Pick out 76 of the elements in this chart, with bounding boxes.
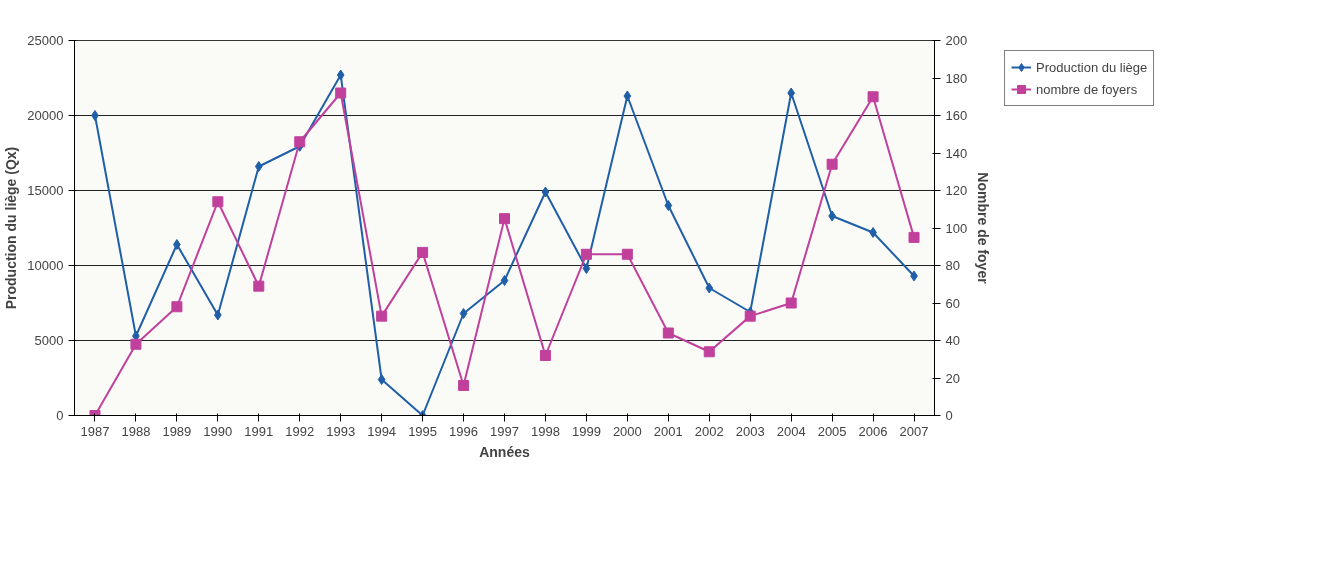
point xyxy=(254,161,263,172)
y2-axis-title: Nombre de foyer xyxy=(975,172,992,285)
point xyxy=(664,200,673,211)
y2-tick-label: 200 xyxy=(945,33,968,48)
point xyxy=(91,110,99,121)
point xyxy=(582,263,591,274)
x-tick-label: 1993 xyxy=(326,423,356,439)
point xyxy=(130,338,142,350)
y-tick-label: 20000 xyxy=(27,108,64,123)
y2-tick-label: 180 xyxy=(945,70,968,86)
x-tick-label: 1991 xyxy=(244,423,274,439)
y-tick-label: 25000 xyxy=(27,33,64,48)
y2-tick-label: 0 xyxy=(945,408,953,423)
y2-tick-label: 120 xyxy=(945,183,968,198)
point xyxy=(541,186,550,198)
point xyxy=(867,91,879,103)
point xyxy=(539,350,551,361)
point xyxy=(294,136,306,148)
y2-tick-label: 140 xyxy=(945,145,968,161)
x-tick-label: 1995 xyxy=(408,423,438,439)
y2-tick-label: 80 xyxy=(945,258,960,273)
x-tick-label: 1999 xyxy=(571,423,601,439)
point xyxy=(458,380,470,391)
point xyxy=(499,213,510,225)
x-tick-label: 2002 xyxy=(694,423,724,439)
x-tick-label: 2005 xyxy=(817,423,847,439)
point xyxy=(908,231,920,243)
x-tick-label: 1987 xyxy=(80,423,110,439)
x-tick-label: 2006 xyxy=(858,423,888,439)
point xyxy=(703,346,715,358)
point xyxy=(500,275,509,286)
point xyxy=(662,327,674,339)
x-tick-label: 1994 xyxy=(367,423,397,439)
y2-tick-label: 100 xyxy=(945,220,968,236)
y2-tick-label: 20 xyxy=(945,370,960,386)
y2-tick-label: 40 xyxy=(945,333,960,348)
x-tick-label: 1989 xyxy=(162,423,192,439)
point xyxy=(376,310,388,322)
point xyxy=(253,280,265,292)
y-axis-title: Production du liège (Qx) xyxy=(3,146,20,310)
x-tick-label: 1996 xyxy=(449,423,479,439)
y2-tick-label: 60 xyxy=(945,295,960,311)
point xyxy=(171,301,183,313)
point xyxy=(580,248,592,260)
x-tick-label: 1990 xyxy=(203,423,233,439)
y-tick-label: 15000 xyxy=(27,183,64,198)
point xyxy=(459,308,468,319)
point xyxy=(785,297,797,309)
point xyxy=(705,282,714,294)
x-tick-label: 1988 xyxy=(121,423,151,439)
x-tick-label: 2004 xyxy=(776,423,806,439)
x-tick-label: 1992 xyxy=(285,423,315,439)
y-tick-label: 5000 xyxy=(34,333,64,348)
x-tick-label: 2007 xyxy=(899,423,929,439)
point xyxy=(623,90,632,102)
point xyxy=(377,374,386,385)
x-tick-label: 1997 xyxy=(490,423,519,439)
point xyxy=(335,87,347,99)
point xyxy=(621,248,633,260)
x-tick-label: 2000 xyxy=(612,423,642,439)
x-tick-label: 1998 xyxy=(530,423,560,439)
point xyxy=(744,310,756,322)
y2-tick-label: 160 xyxy=(945,108,968,123)
legend-label: Production du liège xyxy=(1036,59,1148,75)
x-axis-title: Années xyxy=(479,443,530,460)
point xyxy=(417,246,429,258)
y-tick-label: 0 xyxy=(56,408,64,423)
point xyxy=(212,196,224,208)
point xyxy=(826,158,838,170)
y-tick-label: 10000 xyxy=(27,258,64,273)
point xyxy=(173,239,181,250)
x-tick-label: 2001 xyxy=(653,423,683,439)
point xyxy=(869,227,877,238)
legend-label: nombre de foyers xyxy=(1036,81,1138,97)
point xyxy=(336,69,345,81)
x-tick-label: 2003 xyxy=(735,423,765,439)
